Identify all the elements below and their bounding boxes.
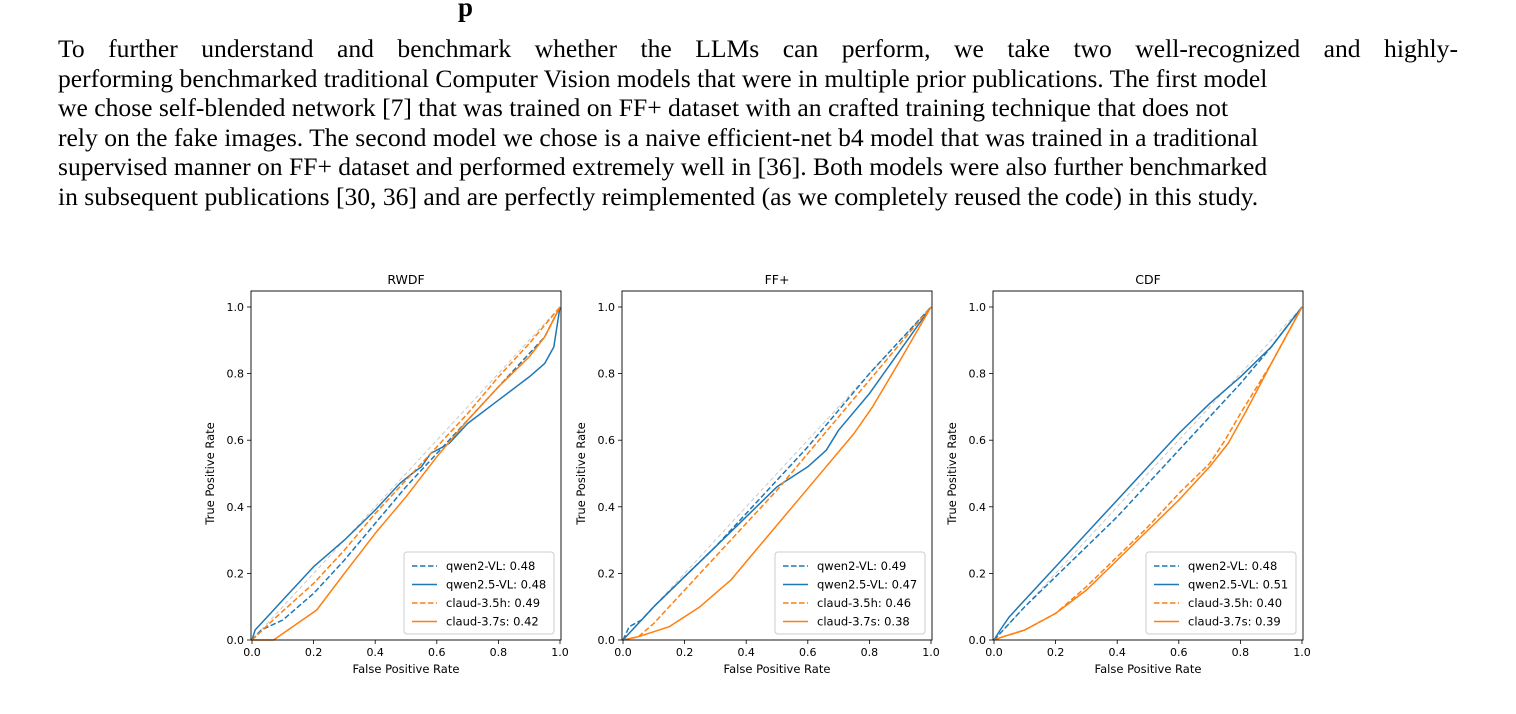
y-axis-label: True Positive Rate — [945, 422, 959, 525]
y-tick-label: 0.0 — [227, 634, 245, 647]
legend-entry: claud-3.5h: 0.46 — [817, 596, 911, 610]
legend-entry: claud-3.7s: 0.39 — [1188, 615, 1281, 629]
roc-panel-cdf: CDF 0.0 0.2 0.4 0.6 0.8 1.0 0.0 0.2 0.4 0.6 0.8 1.0 F… — [945, 272, 1311, 676]
roc-curve-1 — [622, 306, 932, 641]
y-tick-label: 0.4 — [969, 501, 987, 514]
y-tick-label: 0.8 — [969, 368, 987, 381]
x-tick-label: 0.6 — [799, 646, 817, 659]
chart-title: FF+ — [765, 272, 790, 287]
y-tick-label: 0.2 — [598, 567, 616, 580]
x-tick-label: 0.4 — [1108, 646, 1126, 659]
y-tick-label: 0.4 — [227, 501, 245, 514]
x-tick-label: 0.0 — [243, 646, 261, 659]
roc-curve-1 — [993, 306, 1303, 641]
legend-entry: claud-3.7s: 0.38 — [817, 615, 910, 629]
y-tick-label: 0.0 — [969, 634, 987, 647]
roc-curve-2 — [251, 306, 561, 641]
x-axis-label: False Positive Rate — [353, 662, 460, 676]
x-tick-label: 0.8 — [1232, 646, 1250, 659]
x-tick-label: 1.0 — [922, 646, 940, 659]
legend-entry: qwen2-VL: 0.48 — [1188, 559, 1277, 573]
roc-curve-3 — [252, 306, 561, 641]
legend-box — [403, 551, 555, 635]
y-tick-label: 1.0 — [969, 301, 987, 314]
y-tick-label: 0.4 — [598, 501, 616, 514]
roc-figure: RWDF 0.0 0.2 0.4 0.6 0.8 1.0 0.0 0.2 0.4 0.6 0.8 1.0… — [203, 272, 1311, 676]
y-tick-label: 1.0 — [227, 301, 245, 314]
x-tick-label: 0.6 — [1170, 646, 1188, 659]
x-tick-label: 0.6 — [428, 646, 446, 659]
roc-curve-2 — [622, 306, 932, 641]
legend-entry: claud-3.7s: 0.42 — [446, 615, 539, 629]
x-tick-label: 0.4 — [366, 646, 384, 659]
legend-entry: qwen2.5-VL: 0.51 — [1188, 578, 1288, 592]
legend-entry: claud-3.5h: 0.40 — [1188, 596, 1282, 610]
x-tick-label: 0.0 — [614, 646, 632, 659]
y-tick-label: 0.2 — [227, 567, 245, 580]
x-tick-label: 1.0 — [1293, 646, 1311, 659]
x-axis-label: False Positive Rate — [1095, 662, 1202, 676]
legend: qwen2-VL: 0.49 qwen2.5-VL: 0.47 claud-3.5h… — [774, 551, 926, 635]
paragraph-line: rely on the fake images. The second mode… — [58, 122, 1259, 152]
roc-curve-0 — [993, 306, 1303, 641]
y-tick-label: 0.2 — [969, 567, 987, 580]
x-tick-label: 0.0 — [985, 646, 1003, 659]
chart-title: CDF — [1135, 272, 1161, 287]
plot-frame — [250, 290, 562, 641]
y-axis-label: True Positive Rate — [574, 422, 588, 525]
legend-entry: qwen2.5-VL: 0.48 — [446, 578, 546, 592]
roc-panel-ff-: FF+ 0.0 0.2 0.4 0.6 0.8 1.0 0.0 0.2 0.4 0.6 0.8 1.0 F… — [574, 272, 940, 676]
plot-frame — [992, 290, 1304, 641]
paragraph-line: To further understand and benchmark whet… — [58, 34, 1458, 63]
chance-diagonal — [251, 306, 561, 641]
paragraph-line: supervised manner on FF+ dataset and per… — [58, 152, 1268, 182]
x-tick-label: 0.8 — [861, 646, 879, 659]
roc-curve-1 — [251, 306, 561, 641]
x-axis-label: False Positive Rate — [724, 662, 831, 676]
roc-curve-3 — [622, 306, 932, 641]
section-heading-fragment: p — [458, 0, 474, 22]
x-tick-label: 0.4 — [737, 646, 755, 659]
chart-title: RWDF — [387, 272, 424, 287]
legend-entry: claud-3.5h: 0.49 — [446, 596, 540, 610]
x-tick-label: 0.2 — [305, 646, 323, 659]
roc-curve-3 — [993, 306, 1303, 641]
paragraph-line: we chose self-blended network [7] that w… — [58, 93, 1229, 123]
y-tick-label: 0.8 — [227, 368, 245, 381]
x-tick-label: 0.2 — [676, 646, 694, 659]
y-tick-label: 0.6 — [969, 434, 987, 447]
roc-curve-0 — [251, 306, 561, 641]
roc-panel-rwdf: RWDF 0.0 0.2 0.4 0.6 0.8 1.0 0.0 0.2 0.4 0.6 0.8 1.0… — [203, 272, 569, 676]
y-tick-label: 0.6 — [227, 434, 245, 447]
paragraph-line: in subsequent publications [30, 36] and … — [58, 181, 1259, 211]
legend-box — [774, 551, 926, 635]
y-tick-label: 0.8 — [598, 368, 616, 381]
paragraph-line: performing benchmarked traditional Compu… — [58, 63, 1268, 93]
x-tick-label: 1.0 — [551, 646, 569, 659]
legend-entry: qwen2-VL: 0.49 — [817, 559, 906, 573]
y-axis-label: True Positive Rate — [203, 422, 217, 525]
legend-entry: qwen2-VL: 0.48 — [446, 559, 535, 573]
y-tick-label: 0.0 — [598, 634, 616, 647]
y-tick-label: 1.0 — [598, 301, 616, 314]
legend-box — [1145, 551, 1297, 635]
body-paragraph: To further understand and benchmark whet… — [58, 34, 1458, 212]
legend: qwen2-VL: 0.48 qwen2.5-VL: 0.51 claud-3.5h… — [1145, 551, 1297, 635]
x-tick-label: 0.2 — [1047, 646, 1065, 659]
legend-entry: qwen2.5-VL: 0.47 — [817, 578, 917, 592]
x-tick-label: 0.8 — [490, 646, 508, 659]
legend: qwen2-VL: 0.48 qwen2.5-VL: 0.48 claud-3.5h… — [403, 551, 555, 635]
y-tick-label: 0.6 — [598, 434, 616, 447]
plot-frame — [621, 290, 933, 641]
chance-diagonal — [993, 306, 1303, 641]
